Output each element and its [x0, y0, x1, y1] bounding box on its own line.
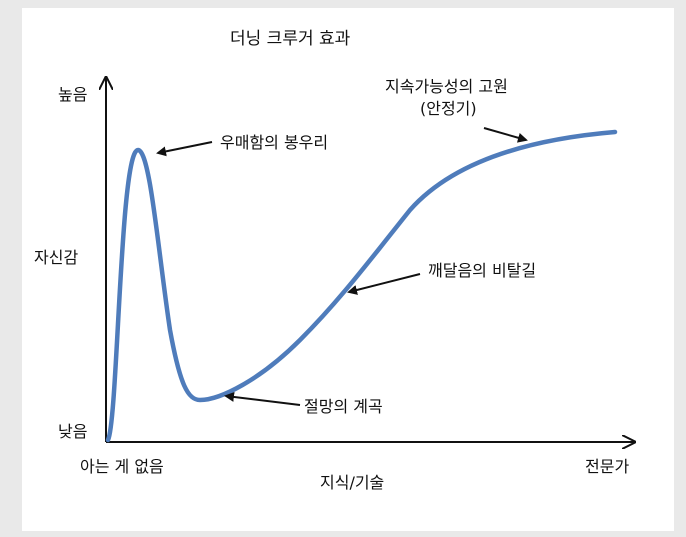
y-axis-high-label: 높음: [58, 85, 87, 104]
plateau-arrow: [483, 127, 528, 143]
plateau-label-line2: (안정기): [420, 99, 477, 118]
x-axis-end-label: 전문가: [585, 457, 629, 476]
diagram-title: 더닝 크루거 효과: [230, 29, 351, 49]
valley-label: 절망의 계곡: [304, 397, 383, 416]
plateau-label-line1: 지속가능성의 고원: [385, 77, 508, 96]
valley-arrow: [224, 392, 301, 406]
y-axis-label: 자신감: [34, 248, 78, 267]
slope-label: 깨달음의 비탈길: [428, 261, 536, 280]
x-axis-label: 지식/기술: [320, 473, 384, 492]
slope-arrow: [347, 273, 421, 295]
diagram-background: [22, 8, 674, 531]
y-axis-low-label: 낮음: [58, 422, 87, 441]
peak-arrow: [156, 141, 213, 157]
x-axis-start-label: 아는 게 없음: [80, 457, 164, 476]
peak-label: 우매함의 봉우리: [220, 133, 328, 152]
confidence-curve: [105, 129, 618, 443]
